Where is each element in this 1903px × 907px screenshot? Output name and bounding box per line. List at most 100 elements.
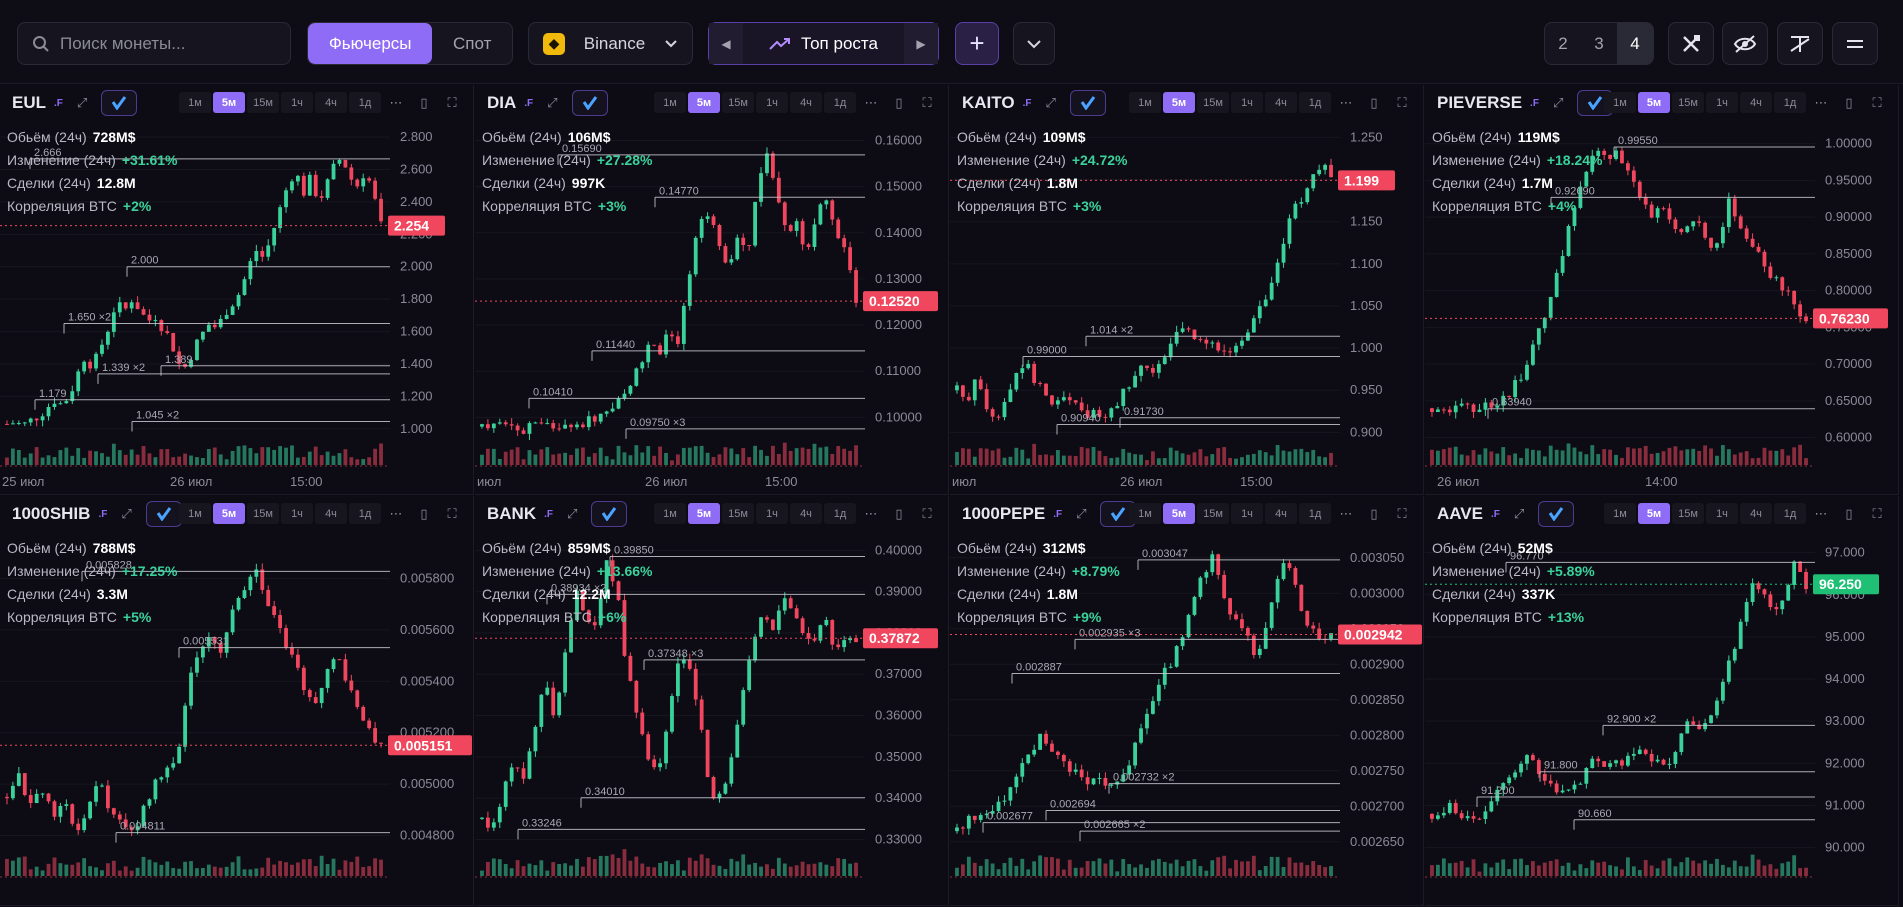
expand-icon[interactable]: ⤢ bbox=[121, 506, 132, 521]
timeframe-15м[interactable]: 15м bbox=[1197, 92, 1229, 113]
timeframe-1ч[interactable]: 1ч bbox=[1231, 92, 1263, 113]
timeframe-1д[interactable]: 1д bbox=[349, 503, 381, 524]
timeframe-5м[interactable]: 5м bbox=[213, 92, 245, 113]
timeframe-15м[interactable]: 15м bbox=[722, 503, 754, 524]
price-chart[interactable]: 1.2501.2001.1501.1001.0501.0000.9500.900… bbox=[950, 121, 1424, 495]
symbol-name[interactable]: 1000SHIB bbox=[12, 504, 91, 523]
timeframe-1м[interactable]: 1м bbox=[179, 503, 211, 524]
expand-icon[interactable]: ⤢ bbox=[567, 506, 578, 521]
timeframe-15м[interactable]: 15м bbox=[247, 92, 279, 113]
price-chart[interactable]: 0.400000.390000.380000.370000.360000.350… bbox=[475, 532, 949, 906]
verified-toggle-button[interactable] bbox=[571, 90, 608, 116]
price-chart[interactable]: 97.00096.00095.00094.00093.00092.00091.0… bbox=[1425, 532, 1899, 906]
preset-label[interactable]: Топ роста bbox=[801, 33, 878, 53]
expand-icon[interactable]: ⤢ bbox=[1076, 506, 1087, 521]
bookmark-icon[interactable]: ▯ bbox=[1845, 94, 1853, 110]
expand-menu-button[interactable] bbox=[1013, 22, 1055, 65]
timeframe-1м[interactable]: 1м bbox=[179, 92, 211, 113]
preset-next-button[interactable]: ▶ bbox=[904, 23, 938, 64]
timeframe-15м[interactable]: 15м bbox=[1672, 92, 1704, 113]
timeframe-1м[interactable]: 1м bbox=[654, 92, 686, 113]
verified-toggle-button[interactable] bbox=[591, 501, 628, 527]
timeframe-4ч[interactable]: 4ч bbox=[1740, 503, 1772, 524]
fullscreen-icon[interactable]: ⛶ bbox=[1397, 94, 1407, 110]
timeframe-1д[interactable]: 1д bbox=[1774, 92, 1806, 113]
price-chart[interactable]: 0.0030500.0030000.0029500.0029000.002850… bbox=[950, 532, 1424, 906]
bookmark-icon[interactable]: ▯ bbox=[420, 505, 428, 521]
timeframe-4ч[interactable]: 4ч bbox=[1265, 92, 1297, 113]
preset-prev-button[interactable]: ◀ bbox=[709, 23, 743, 64]
verified-toggle-button[interactable] bbox=[1538, 501, 1575, 527]
search-input[interactable] bbox=[60, 33, 280, 54]
grid-option-2[interactable]: 2 bbox=[1558, 33, 1568, 53]
exchange-select[interactable]: ◆ Binance bbox=[528, 22, 693, 65]
timeframe-1ч[interactable]: 1ч bbox=[1231, 503, 1263, 524]
timeframe-4ч[interactable]: 4ч bbox=[790, 503, 822, 524]
search-box[interactable] bbox=[17, 22, 291, 65]
fullscreen-icon[interactable]: ⛶ bbox=[447, 505, 457, 521]
timeframe-1ч[interactable]: 1ч bbox=[756, 92, 788, 113]
timeframe-1д[interactable]: 1д bbox=[1774, 503, 1806, 524]
expand-icon[interactable]: ⤢ bbox=[1552, 95, 1564, 110]
timeframe-1м[interactable]: 1м bbox=[1604, 92, 1636, 113]
bookmark-icon[interactable]: ▯ bbox=[1370, 505, 1378, 521]
menu-button[interactable] bbox=[1832, 22, 1878, 65]
timeframe-5м[interactable]: 5м bbox=[213, 503, 245, 524]
verified-toggle-button[interactable] bbox=[1069, 90, 1106, 116]
grid-option-3[interactable]: 3 bbox=[1594, 33, 1604, 53]
timeframe-1м[interactable]: 1м bbox=[1129, 503, 1161, 524]
timeframe-1ч[interactable]: 1ч bbox=[1706, 92, 1738, 113]
expand-icon[interactable]: ⤢ bbox=[547, 95, 558, 110]
more-icon[interactable]: ⋯ bbox=[389, 94, 403, 110]
timeframe-1ч[interactable]: 1ч bbox=[281, 92, 313, 113]
bookmark-icon[interactable]: ▯ bbox=[1845, 505, 1853, 521]
drawing-tools-button[interactable] bbox=[1668, 22, 1714, 65]
timeframe-4ч[interactable]: 4ч bbox=[1265, 503, 1297, 524]
timeframe-5м[interactable]: 5м bbox=[688, 503, 720, 524]
timeframe-1ч[interactable]: 1ч bbox=[1706, 503, 1738, 524]
bookmark-icon[interactable]: ▯ bbox=[420, 94, 428, 110]
price-chart[interactable]: 0.16000 0.15000 0.14000 0.13000 0.12000 0.110… bbox=[475, 121, 949, 495]
timeframe-1д[interactable]: 1д bbox=[824, 503, 856, 524]
more-icon[interactable]: ⋯ bbox=[1814, 505, 1828, 521]
timeframe-4ч[interactable]: 4ч bbox=[1740, 92, 1772, 113]
timeframe-5м[interactable]: 5м bbox=[1163, 92, 1195, 113]
spot-tab[interactable]: Спот bbox=[453, 33, 492, 53]
price-chart[interactable]: 2.8002.6002.4002.2002.0001.8001.6001.400… bbox=[0, 121, 474, 495]
more-icon[interactable]: ⋯ bbox=[1339, 505, 1353, 521]
timeframe-5м[interactable]: 5м bbox=[1163, 503, 1195, 524]
more-icon[interactable]: ⋯ bbox=[1814, 94, 1828, 110]
bookmark-icon[interactable]: ▯ bbox=[1370, 94, 1378, 110]
verified-toggle-button[interactable] bbox=[101, 90, 138, 116]
timeframe-1м[interactable]: 1м bbox=[654, 503, 686, 524]
timeframe-1м[interactable]: 1м bbox=[1129, 92, 1161, 113]
symbol-name[interactable]: 1000PEPE bbox=[962, 504, 1046, 523]
timeframe-5м[interactable]: 5м bbox=[1638, 503, 1670, 524]
fullscreen-icon[interactable]: ⛶ bbox=[447, 94, 457, 110]
timeframe-1ч[interactable]: 1ч bbox=[281, 503, 313, 524]
add-button[interactable]: + bbox=[955, 22, 999, 65]
more-icon[interactable]: ⋯ bbox=[389, 505, 403, 521]
timeframe-15м[interactable]: 15м bbox=[247, 503, 279, 524]
fullscreen-icon[interactable]: ⛶ bbox=[1872, 94, 1882, 110]
symbol-name[interactable]: EUL bbox=[12, 93, 46, 112]
clear-format-button[interactable] bbox=[1777, 22, 1823, 65]
symbol-name[interactable]: AAVE bbox=[1437, 504, 1483, 523]
timeframe-15м[interactable]: 15м bbox=[1197, 503, 1229, 524]
timeframe-15м[interactable]: 15м bbox=[1672, 503, 1704, 524]
timeframe-5м[interactable]: 5м bbox=[1638, 92, 1670, 113]
timeframe-5м[interactable]: 5м bbox=[688, 92, 720, 113]
fullscreen-icon[interactable]: ⛶ bbox=[922, 505, 932, 521]
timeframe-15м[interactable]: 15м bbox=[722, 92, 754, 113]
fullscreen-icon[interactable]: ⛶ bbox=[1872, 505, 1882, 521]
expand-icon[interactable]: ⤢ bbox=[76, 95, 88, 110]
fullscreen-icon[interactable]: ⛶ bbox=[1397, 505, 1407, 521]
timeframe-1д[interactable]: 1д bbox=[1299, 503, 1331, 524]
more-icon[interactable]: ⋯ bbox=[1339, 94, 1353, 110]
expand-icon[interactable]: ⤢ bbox=[1513, 506, 1525, 521]
hide-button[interactable] bbox=[1722, 22, 1768, 65]
bookmark-icon[interactable]: ▯ bbox=[895, 505, 903, 521]
grid-option-4[interactable]: 4 bbox=[1617, 23, 1653, 64]
futures-tab[interactable]: Фьючерсы bbox=[308, 23, 433, 64]
timeframe-4ч[interactable]: 4ч bbox=[315, 92, 347, 113]
